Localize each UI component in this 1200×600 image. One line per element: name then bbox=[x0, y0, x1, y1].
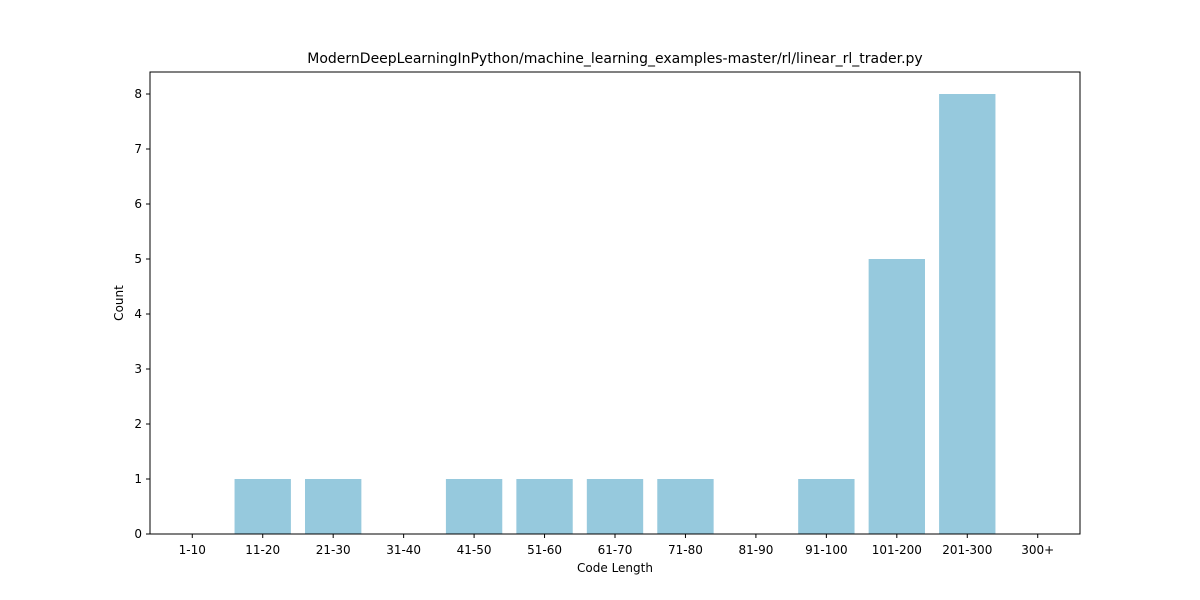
x-tick-label: 61-70 bbox=[598, 543, 633, 557]
x-tick-label: 31-40 bbox=[386, 543, 421, 557]
bar-21-30 bbox=[305, 479, 362, 534]
bar-71-80 bbox=[657, 479, 714, 534]
y-tick-label: 5 bbox=[134, 252, 142, 266]
x-tick-label: 11-20 bbox=[245, 543, 280, 557]
y-tick-label: 0 bbox=[134, 527, 142, 541]
y-tick-label: 4 bbox=[134, 307, 142, 321]
x-tick-label: 300+ bbox=[1021, 543, 1054, 557]
bar-201-300 bbox=[939, 94, 996, 534]
y-tick-label: 2 bbox=[134, 417, 142, 431]
y-tick-label: 3 bbox=[134, 362, 142, 376]
x-axis: 1-10 11-20 21-30 31-40 41-50 51-60 61-70 71-80 8… bbox=[179, 534, 1054, 557]
y-tick-label: 8 bbox=[134, 87, 142, 101]
x-axis-label: Code Length bbox=[577, 561, 653, 575]
x-tick-label: 1-10 bbox=[179, 543, 206, 557]
bar-91-100 bbox=[798, 479, 855, 534]
bar-51-60 bbox=[516, 479, 573, 534]
x-tick-label: 71-80 bbox=[668, 543, 703, 557]
chart-title: ModernDeepLearningInPython/machine_learn… bbox=[307, 51, 922, 67]
y-tick-label: 6 bbox=[134, 197, 142, 211]
y-tick-label: 1 bbox=[134, 472, 142, 486]
x-tick-label: 41-50 bbox=[457, 543, 492, 557]
y-tick-label: 7 bbox=[134, 142, 142, 156]
y-axis: 0 1 2 3 4 5 6 7 8 bbox=[134, 87, 150, 541]
x-tick-label: 91-100 bbox=[805, 543, 848, 557]
x-tick-label: 51-60 bbox=[527, 543, 562, 557]
bar-101-200 bbox=[868, 259, 925, 534]
x-tick-label: 81-90 bbox=[738, 543, 773, 557]
bars-layer bbox=[234, 94, 996, 534]
y-axis-label: Count bbox=[112, 285, 126, 321]
bar-61-70 bbox=[586, 479, 644, 534]
x-tick-label: 201-300 bbox=[942, 543, 992, 557]
x-tick-label: 101-200 bbox=[872, 543, 922, 557]
x-tick-label: 21-30 bbox=[316, 543, 351, 557]
bar-41-50 bbox=[445, 479, 503, 534]
bar-11-20 bbox=[234, 479, 291, 534]
